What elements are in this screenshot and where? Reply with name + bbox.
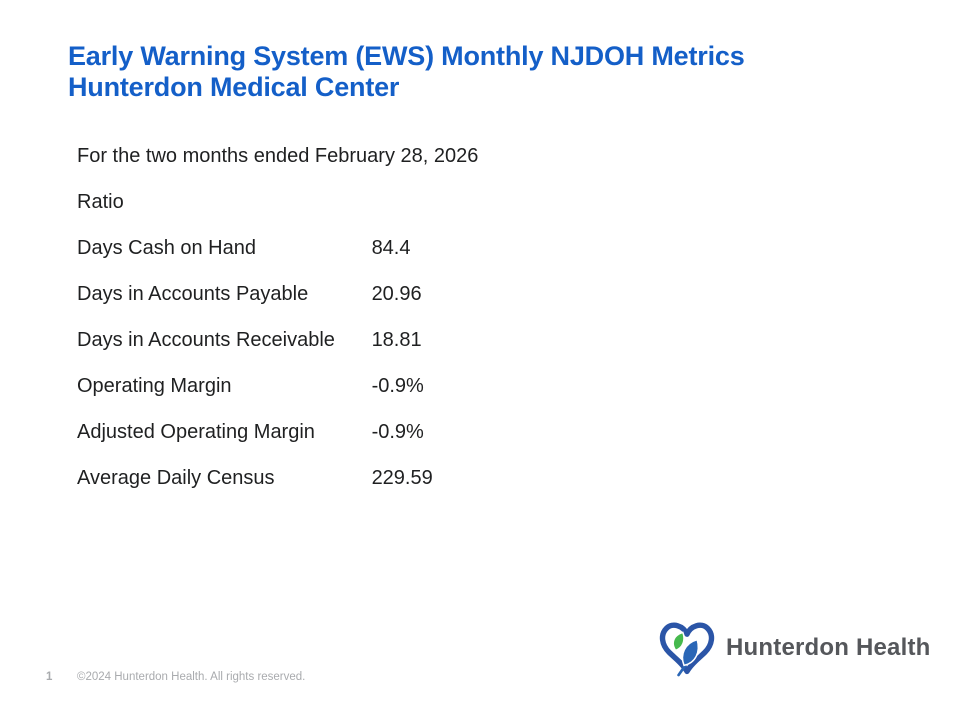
metric-value: -0.9%: [371, 421, 424, 443]
copyright-text: ©2024 Hunterdon Health. All rights reser…: [77, 671, 306, 683]
metric-row: Days in Accounts Receivable 18.81: [77, 317, 478, 363]
page-number: 1: [46, 671, 53, 683]
hunterdon-health-logo: Hunterdon Health: [657, 618, 931, 678]
logo-wordmark: Hunterdon Health: [726, 634, 931, 661]
subtitle: For the two months ended February 28, 20…: [77, 145, 479, 167]
metric-row: Average Daily Census 229.59: [77, 455, 478, 501]
metric-row: Adjusted Operating Margin -0.9%: [77, 409, 478, 455]
slide-body: For the two months ended February 28, 20…: [77, 133, 478, 501]
metric-label: Days Cash on Hand: [77, 237, 256, 259]
metric-value: 84.4: [371, 237, 411, 259]
metric-row: Days Cash on Hand 84.4: [77, 225, 478, 271]
metric-label: Average Daily Census: [77, 467, 275, 489]
metric-value: 18.81: [371, 329, 422, 351]
slide-title-line2: Hunterdon Medical Center: [68, 72, 400, 102]
metric-label: Operating Margin: [77, 375, 232, 397]
metric-row: Days in Accounts Payable 20.96: [77, 271, 478, 317]
section-label: Ratio: [77, 191, 124, 213]
metric-value: -0.9%: [371, 375, 424, 397]
metric-label: Days in Accounts Receivable: [77, 329, 335, 351]
slide-title-line1: Early Warning System (EWS) Monthly NJDOH…: [68, 41, 745, 71]
metric-label: Days in Accounts Payable: [77, 283, 309, 305]
metric-value: 20.96: [371, 283, 422, 305]
metric-value: 229.59: [371, 467, 433, 489]
heart-leaves-icon: [659, 622, 715, 677]
metric-row: Operating Margin -0.9%: [77, 363, 478, 409]
metric-label: Adjusted Operating Margin: [77, 421, 315, 443]
slide-title: Early Warning System (EWS) Monthly NJDOH…: [68, 41, 888, 103]
